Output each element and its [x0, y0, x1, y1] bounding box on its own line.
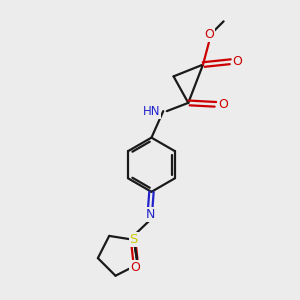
Text: O: O — [218, 98, 228, 111]
Text: HN: HN — [143, 105, 160, 118]
Text: S: S — [130, 233, 138, 246]
Text: O: O — [232, 55, 242, 68]
Text: O: O — [204, 28, 214, 41]
Text: O: O — [130, 261, 140, 274]
Text: N: N — [145, 208, 155, 221]
